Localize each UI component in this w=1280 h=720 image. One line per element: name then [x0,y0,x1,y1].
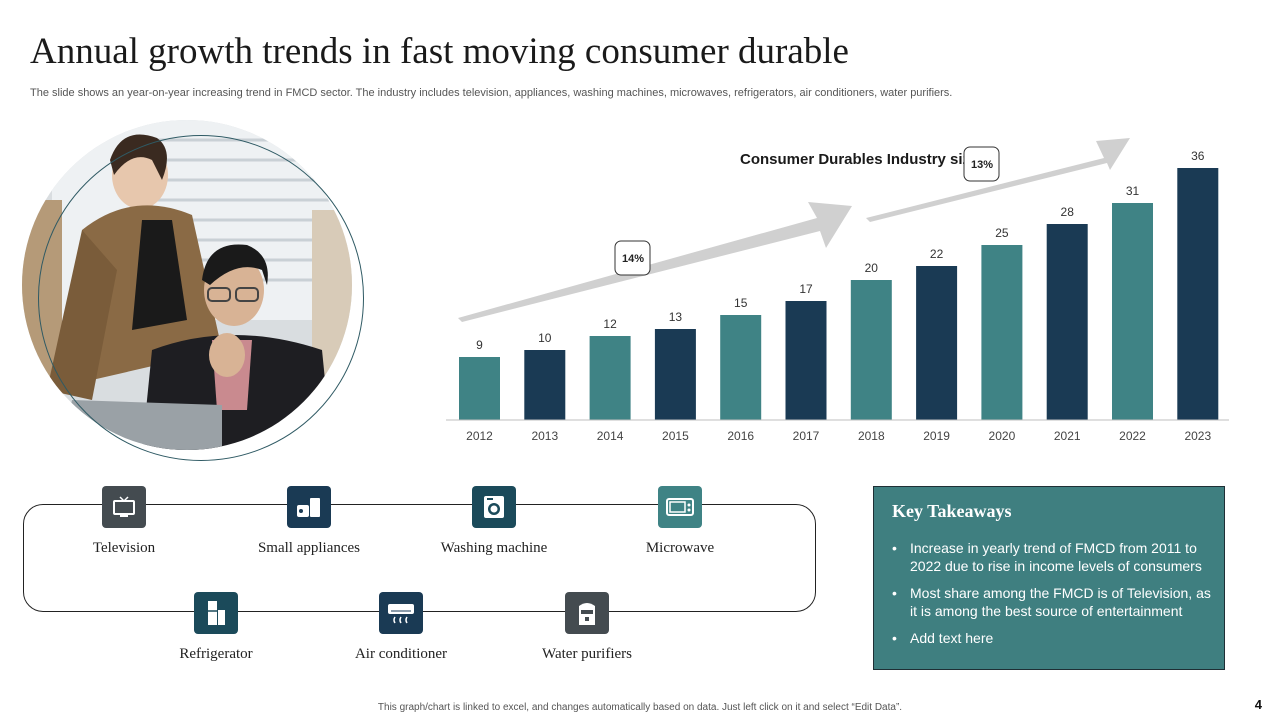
category-label: Microwave [645,540,715,556]
category-label: Television [92,540,156,556]
x-tick-label-2021: 2021 [1054,429,1081,443]
data-label-2017: 17 [799,282,813,296]
category-label: Washing machine [440,540,548,556]
x-tick-label-2015: 2015 [662,429,689,443]
photo-ring [38,135,364,461]
data-label-2014: 12 [603,317,617,331]
x-tick-label-2012: 2012 [466,429,493,443]
data-label-2022: 31 [1126,184,1140,198]
bar-2013 [524,350,566,420]
water-purifier-icon [565,592,609,634]
growth-callout-1: 14% [614,240,651,276]
footer-note: This graph/chart is linked to excel, and… [377,702,903,713]
microwave-icon [658,486,702,528]
key-takeaways-panel: Key Takeaways Increase in yearly trend o… [873,486,1225,670]
bar-2015 [654,329,696,420]
bar-2019 [916,266,958,420]
x-tick-label-2019: 2019 [923,429,950,443]
growth-arrow-1 [458,202,852,322]
bar-2022 [1112,203,1153,420]
x-tick-label-2023: 2023 [1184,429,1211,443]
growth-arrow-2 [866,138,1130,222]
takeaway-item: Add text here [890,629,1224,647]
bar-2018 [850,280,892,420]
category-label: Water purifiers [542,646,632,662]
data-label-2020: 25 [995,226,1009,240]
category-label: Small appliances [257,540,361,556]
page-subtitle: The slide shows an year-on-year increasi… [30,87,953,99]
category-microwave: Microwave [590,486,770,557]
bar-chart: Consumer Durables Industry size 92012102… [446,138,1229,443]
data-label-2023: 36 [1191,149,1205,163]
bar-2017 [785,301,827,420]
bar-2020 [981,245,1023,420]
data-label-2016: 15 [734,296,748,310]
page-number: 4 [1254,697,1262,712]
x-tick-label-2016: 2016 [727,429,754,443]
bar-2023 [1177,168,1219,420]
x-tick-label-2020: 2020 [989,429,1016,443]
category-label: Air conditioner [354,646,448,662]
category-television: Television [34,486,214,557]
x-tick-label-2022: 2022 [1119,429,1146,443]
television-icon [102,486,146,528]
category-refrigerator: Refrigerator [126,592,306,663]
data-label-2013: 10 [538,331,552,345]
bar-2014 [589,336,631,420]
small-appliances-icon [287,486,331,528]
key-takeaways-list: Increase in yearly trend of FMCD from 20… [890,539,1224,656]
x-tick-label-2013: 2013 [531,429,558,443]
category-label: Refrigerator [179,646,253,662]
growth-callout-label: 13% [971,159,993,171]
washing-machine-icon [472,486,516,528]
category-air-conditioner: Air conditioner [311,592,491,663]
key-takeaways-title: Key Takeaways [892,501,1012,521]
bar-2021 [1046,224,1088,420]
data-label-2019: 22 [930,247,944,261]
air-conditioner-icon [379,592,423,634]
category-washing-machine: Washing machine [404,486,584,557]
data-label-2021: 28 [1061,205,1075,219]
data-label-2018: 20 [865,261,879,275]
x-tick-label-2017: 2017 [793,429,820,443]
data-label-2015: 13 [669,310,683,324]
x-tick-label-2018: 2018 [858,429,885,443]
x-tick-label-2014: 2014 [597,429,624,443]
growth-callout-label: 14% [622,253,644,265]
category-small-appliances: Small appliances [219,486,399,557]
bar-2012 [459,357,500,420]
takeaway-item: Most share among the FMCD is of Televisi… [890,584,1224,620]
bar-2016 [720,315,762,420]
refrigerator-icon [194,592,238,634]
chart-title: Consumer Durables Industry size [740,151,978,168]
data-label-2012: 9 [476,338,483,352]
takeaway-item: Increase in yearly trend of FMCD from 20… [890,539,1224,575]
page-title: Annual growth trends in fast moving cons… [30,31,849,72]
growth-callout-2: 13% [963,146,1000,182]
category-water-purifier: Water purifiers [497,592,677,663]
